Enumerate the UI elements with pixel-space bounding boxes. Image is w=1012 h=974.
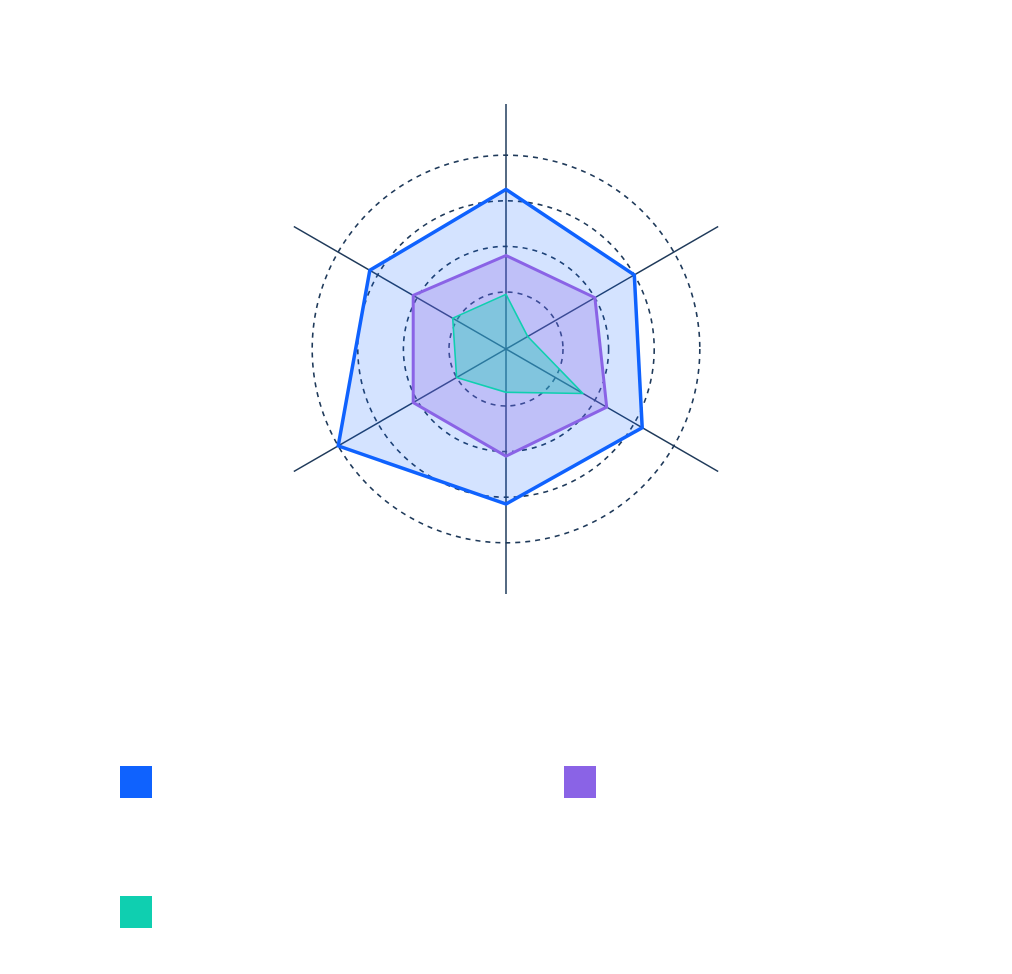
legend-swatch-series-3[interactable] — [120, 896, 152, 928]
grid-ring-1 — [448, 291, 564, 407]
axis-spoke-5 — [293, 348, 507, 473]
series-3-area[interactable] — [451, 293, 584, 395]
radar-series-layer — [336, 187, 644, 506]
axis-spoke-3 — [505, 348, 719, 473]
axis-spoke-6 — [293, 225, 507, 350]
axis-spoke-2 — [505, 225, 719, 350]
series-2-area[interactable] — [411, 254, 609, 458]
legend-swatch-series-2[interactable] — [564, 766, 596, 798]
legend-swatch-series-1[interactable] — [120, 766, 152, 798]
radar-axes — [293, 104, 719, 594]
